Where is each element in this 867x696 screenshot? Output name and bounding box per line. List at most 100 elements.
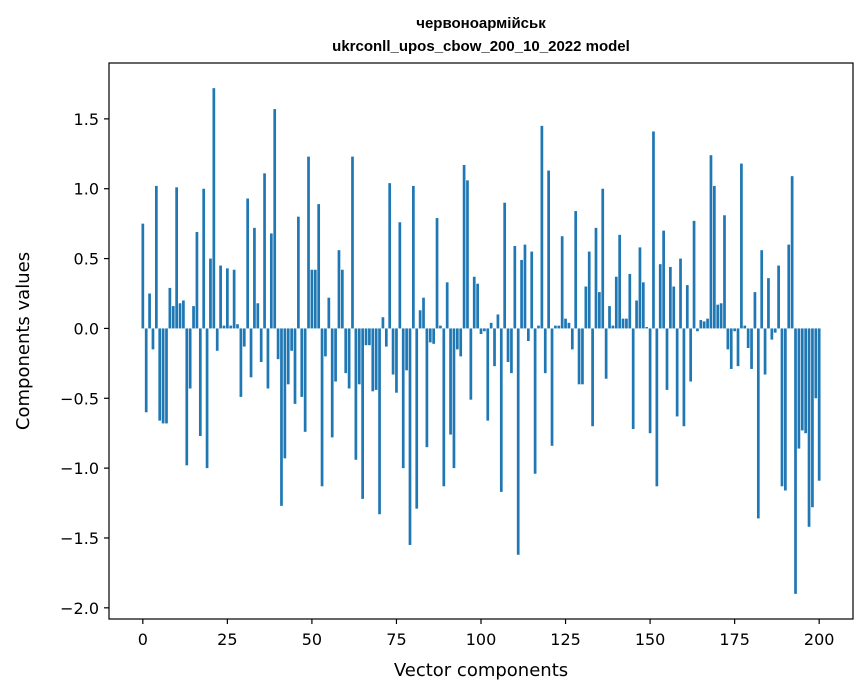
bar [736, 328, 740, 367]
bar [154, 185, 158, 329]
x-tick-label: 200 [804, 630, 835, 649]
bar [178, 303, 182, 329]
bar [188, 328, 192, 389]
bar [608, 306, 611, 329]
y-tick-label: −1.0 [60, 459, 99, 478]
bar [215, 328, 219, 351]
bar [689, 328, 693, 382]
bar [452, 328, 456, 469]
bar [625, 318, 628, 329]
bar [811, 328, 814, 508]
bar [307, 156, 310, 329]
bar [327, 297, 331, 329]
bar [209, 258, 212, 329]
bar [740, 163, 743, 329]
bar [618, 234, 622, 329]
bar [303, 328, 307, 432]
bar [510, 328, 513, 374]
bar [175, 187, 178, 329]
bar [469, 328, 473, 400]
bar [259, 328, 263, 362]
bar [601, 188, 605, 329]
plot-frame [108, 62, 854, 620]
bar [276, 328, 280, 360]
x-tick-label: 50 [302, 630, 322, 649]
x-tick-label: 150 [635, 630, 666, 649]
bar [773, 328, 777, 333]
y-tick-label: −2.0 [60, 599, 99, 618]
bar [439, 325, 442, 329]
bar [293, 328, 297, 404]
y-tick-label: 1.0 [74, 180, 99, 199]
bar [587, 251, 591, 329]
y-axis-label: Components values [13, 252, 34, 430]
bar [550, 328, 554, 446]
chart-title-line-2: ukrconll_upos_cbow_200_10_2022 model [332, 38, 630, 55]
bar [185, 328, 189, 466]
bar [354, 328, 358, 460]
bar [476, 283, 479, 329]
bar [712, 185, 716, 329]
bar [750, 328, 753, 369]
bar [479, 328, 483, 335]
bars-group [141, 88, 821, 594]
bar [337, 250, 341, 329]
bar [814, 328, 818, 399]
bar [249, 328, 253, 378]
y-tick-label: −1.5 [60, 529, 99, 548]
bar [317, 204, 321, 329]
bar [794, 328, 797, 594]
bar [364, 328, 368, 346]
bar [425, 328, 429, 448]
bar [472, 276, 476, 329]
bar [388, 183, 392, 329]
bar [753, 292, 757, 329]
bar [165, 328, 168, 424]
bar [817, 328, 821, 481]
bar [790, 176, 794, 329]
bar [455, 328, 459, 350]
bar [537, 325, 540, 329]
bar [202, 188, 206, 329]
bar [391, 328, 395, 375]
bar [581, 328, 584, 385]
bar [543, 328, 547, 374]
bar [516, 328, 520, 555]
x-tick-label: 75 [386, 630, 406, 649]
x-tick-label: 0 [138, 630, 148, 649]
bar [415, 328, 419, 509]
bar [310, 269, 314, 329]
bar [513, 246, 517, 329]
bar [669, 266, 672, 329]
bar [679, 258, 682, 329]
bar [496, 314, 500, 329]
bar [182, 300, 185, 329]
bar [621, 318, 625, 329]
x-tick-label: 175 [719, 630, 750, 649]
y-tick-label: 0.0 [74, 319, 99, 338]
bar [205, 328, 209, 469]
bar [614, 276, 618, 329]
bar [638, 247, 642, 329]
bar [256, 303, 260, 329]
bar [763, 328, 767, 375]
bar [675, 328, 679, 417]
bar [506, 328, 510, 362]
bar [212, 88, 216, 329]
bar [171, 306, 175, 329]
bar [151, 328, 155, 350]
bar [253, 227, 256, 329]
bar [726, 328, 730, 350]
bar [564, 318, 567, 329]
bar [405, 328, 408, 371]
bar [570, 328, 574, 350]
bar [313, 269, 317, 329]
bar [706, 318, 709, 329]
bar [696, 328, 699, 332]
bar [263, 173, 266, 329]
bar [530, 251, 534, 329]
y-tick-label: −0.5 [60, 389, 99, 408]
bar [662, 230, 665, 329]
bar [520, 259, 523, 329]
